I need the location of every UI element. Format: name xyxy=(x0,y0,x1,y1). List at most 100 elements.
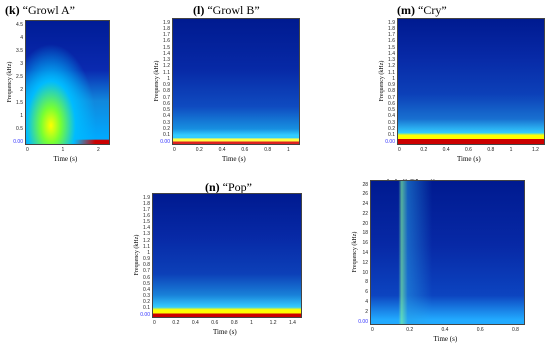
x-tick-label: 0 xyxy=(153,320,156,326)
x-tick-label: 0.8 xyxy=(264,147,272,153)
y-tick-label: 1 xyxy=(167,75,170,82)
y-tick-label: 1 xyxy=(392,75,395,82)
y-tick-label: 0.00 xyxy=(13,138,23,145)
y-tick-label: 2 xyxy=(365,308,368,315)
y-tick-label: 0.3 xyxy=(388,119,395,126)
y-tick-label: 1 xyxy=(20,112,23,119)
x-tick-label: 2 xyxy=(97,147,100,153)
x-tick-label: 0.8 xyxy=(487,147,495,153)
x-tick-label: 1.4 xyxy=(289,320,296,326)
y-tick-label: 18 xyxy=(362,230,368,237)
y-tick-label: 0.6 xyxy=(163,100,170,107)
y-tick-label: 1.6 xyxy=(163,38,170,45)
x-tick-label: 0.6 xyxy=(465,147,472,153)
y-tick-label: 0.5 xyxy=(143,280,150,287)
y-tick-label: 1.6 xyxy=(388,38,395,45)
y-tick-label: 0.4 xyxy=(163,113,170,120)
x-tick-label: 0 xyxy=(371,327,374,333)
x-tick-label: 0.6 xyxy=(211,320,219,326)
spectrogram xyxy=(25,20,110,145)
x-tick-label: 1 xyxy=(61,147,65,153)
x-tick-label: 0.2 xyxy=(420,147,428,153)
spectrogram xyxy=(152,193,302,318)
y-tick-label: 1 xyxy=(147,249,150,256)
x-tick-label: 1 xyxy=(250,320,253,326)
y-tick-label: 0.00 xyxy=(358,318,368,325)
x-tick-label: 0.2 xyxy=(406,327,414,333)
x-axis-label: Time (s) xyxy=(213,328,237,336)
panel-name: “Cry” xyxy=(415,3,447,17)
x-tick-label: 1 xyxy=(509,147,513,153)
y-tick-label: 0.7 xyxy=(143,268,150,275)
y-tick-label: 0.2 xyxy=(163,125,170,132)
y-tick-label: 8 xyxy=(365,279,368,286)
y-tick-label: 14 xyxy=(362,250,368,256)
y-tick-label: 0.00 xyxy=(140,311,150,318)
y-tick-label: 1.5 xyxy=(16,99,23,106)
x-axis-label: Time (s) xyxy=(457,155,481,163)
y-tick-label: 0.1 xyxy=(143,305,150,312)
y-tick-label: 0.8 xyxy=(163,88,170,95)
x-tick-label: 0.4 xyxy=(218,147,226,153)
y-tick-label: 0.1 xyxy=(388,132,395,139)
y-tick-label: 1.8 xyxy=(388,25,395,32)
x-axis-label: Time (s) xyxy=(433,335,458,343)
y-tick-label: 4.5 xyxy=(16,21,23,28)
panel-letter: (m) xyxy=(397,3,415,17)
y-tick-label: 1.8 xyxy=(163,25,170,32)
y-tick-label: 0.3 xyxy=(143,293,150,300)
x-tick-label: 0.8 xyxy=(230,320,238,326)
y-tick-label: 4 xyxy=(365,298,368,305)
y-tick-label: 3.5 xyxy=(16,47,23,54)
y-tick-label: 1.1 xyxy=(143,243,150,250)
y-tick-label: 26 xyxy=(362,191,368,198)
panel-letter: (n) xyxy=(205,180,220,194)
y-tick-label: 1.2 xyxy=(143,237,150,244)
x-tick-label: 0 xyxy=(173,147,176,153)
y-tick-label: 2.5 xyxy=(16,73,23,80)
y-tick-label: 0.7 xyxy=(163,94,170,101)
y-tick-label: 1.5 xyxy=(143,219,150,226)
y-tick-label: 0.1 xyxy=(163,132,170,139)
y-tick-label: 0.2 xyxy=(388,125,395,132)
y-tick-label: 0.7 xyxy=(388,94,395,101)
y-tick-label: 10 xyxy=(362,269,368,276)
y-tick-label: 1.1 xyxy=(388,69,395,76)
panel-title: (l) “Growl B” xyxy=(193,3,260,18)
x-tick-label: 0 xyxy=(26,147,29,153)
y-axis-label: Frequency (kHz) xyxy=(134,234,140,275)
y-tick-label: 6 xyxy=(365,289,368,296)
y-tick-label: 0.6 xyxy=(388,100,395,107)
y-tick-label: 0.9 xyxy=(388,82,395,89)
y-tick-label: 1.3 xyxy=(143,231,150,238)
panel-letter: (l) xyxy=(193,3,205,17)
panel-title: (n) “Pop” xyxy=(205,180,252,195)
spectrogram xyxy=(370,180,525,325)
x-tick-label: 0.4 xyxy=(191,320,199,326)
y-axis-label: Frequency (kHz) xyxy=(154,60,160,101)
y-tick-label: 1.4 xyxy=(163,50,170,57)
x-tick-label: 1 xyxy=(287,147,290,153)
panel-name: “Pop” xyxy=(219,180,252,194)
y-tick-label: 1.2 xyxy=(163,63,170,70)
y-tick-label: 22 xyxy=(362,210,368,217)
y-axis-label: Frequency (kHz) xyxy=(379,60,385,101)
y-tick-label: 0.2 xyxy=(143,299,150,306)
panel-letter: (k) xyxy=(5,3,20,17)
x-tick-label: 0.4 xyxy=(442,147,450,153)
y-tick-label: 1.5 xyxy=(388,44,395,51)
x-tick-label: 0.6 xyxy=(241,147,249,153)
y-tick-label: 4 xyxy=(20,34,23,41)
y-tick-label: 28 xyxy=(362,181,368,188)
panel-title: (k) “Growl A” xyxy=(5,3,75,18)
x-tick-label: 1.2 xyxy=(269,320,277,326)
x-tick-label: 0.6 xyxy=(476,327,484,333)
y-tick-label: 0.00 xyxy=(160,138,170,145)
y-tick-label: 24 xyxy=(362,201,368,208)
y-tick-label: 0.5 xyxy=(16,125,23,132)
y-tick-label: 1.3 xyxy=(163,57,170,64)
spectrogram xyxy=(397,18,545,145)
y-tick-label: 12 xyxy=(362,259,368,266)
y-axis-label: Frequency (kHz) xyxy=(7,61,13,102)
